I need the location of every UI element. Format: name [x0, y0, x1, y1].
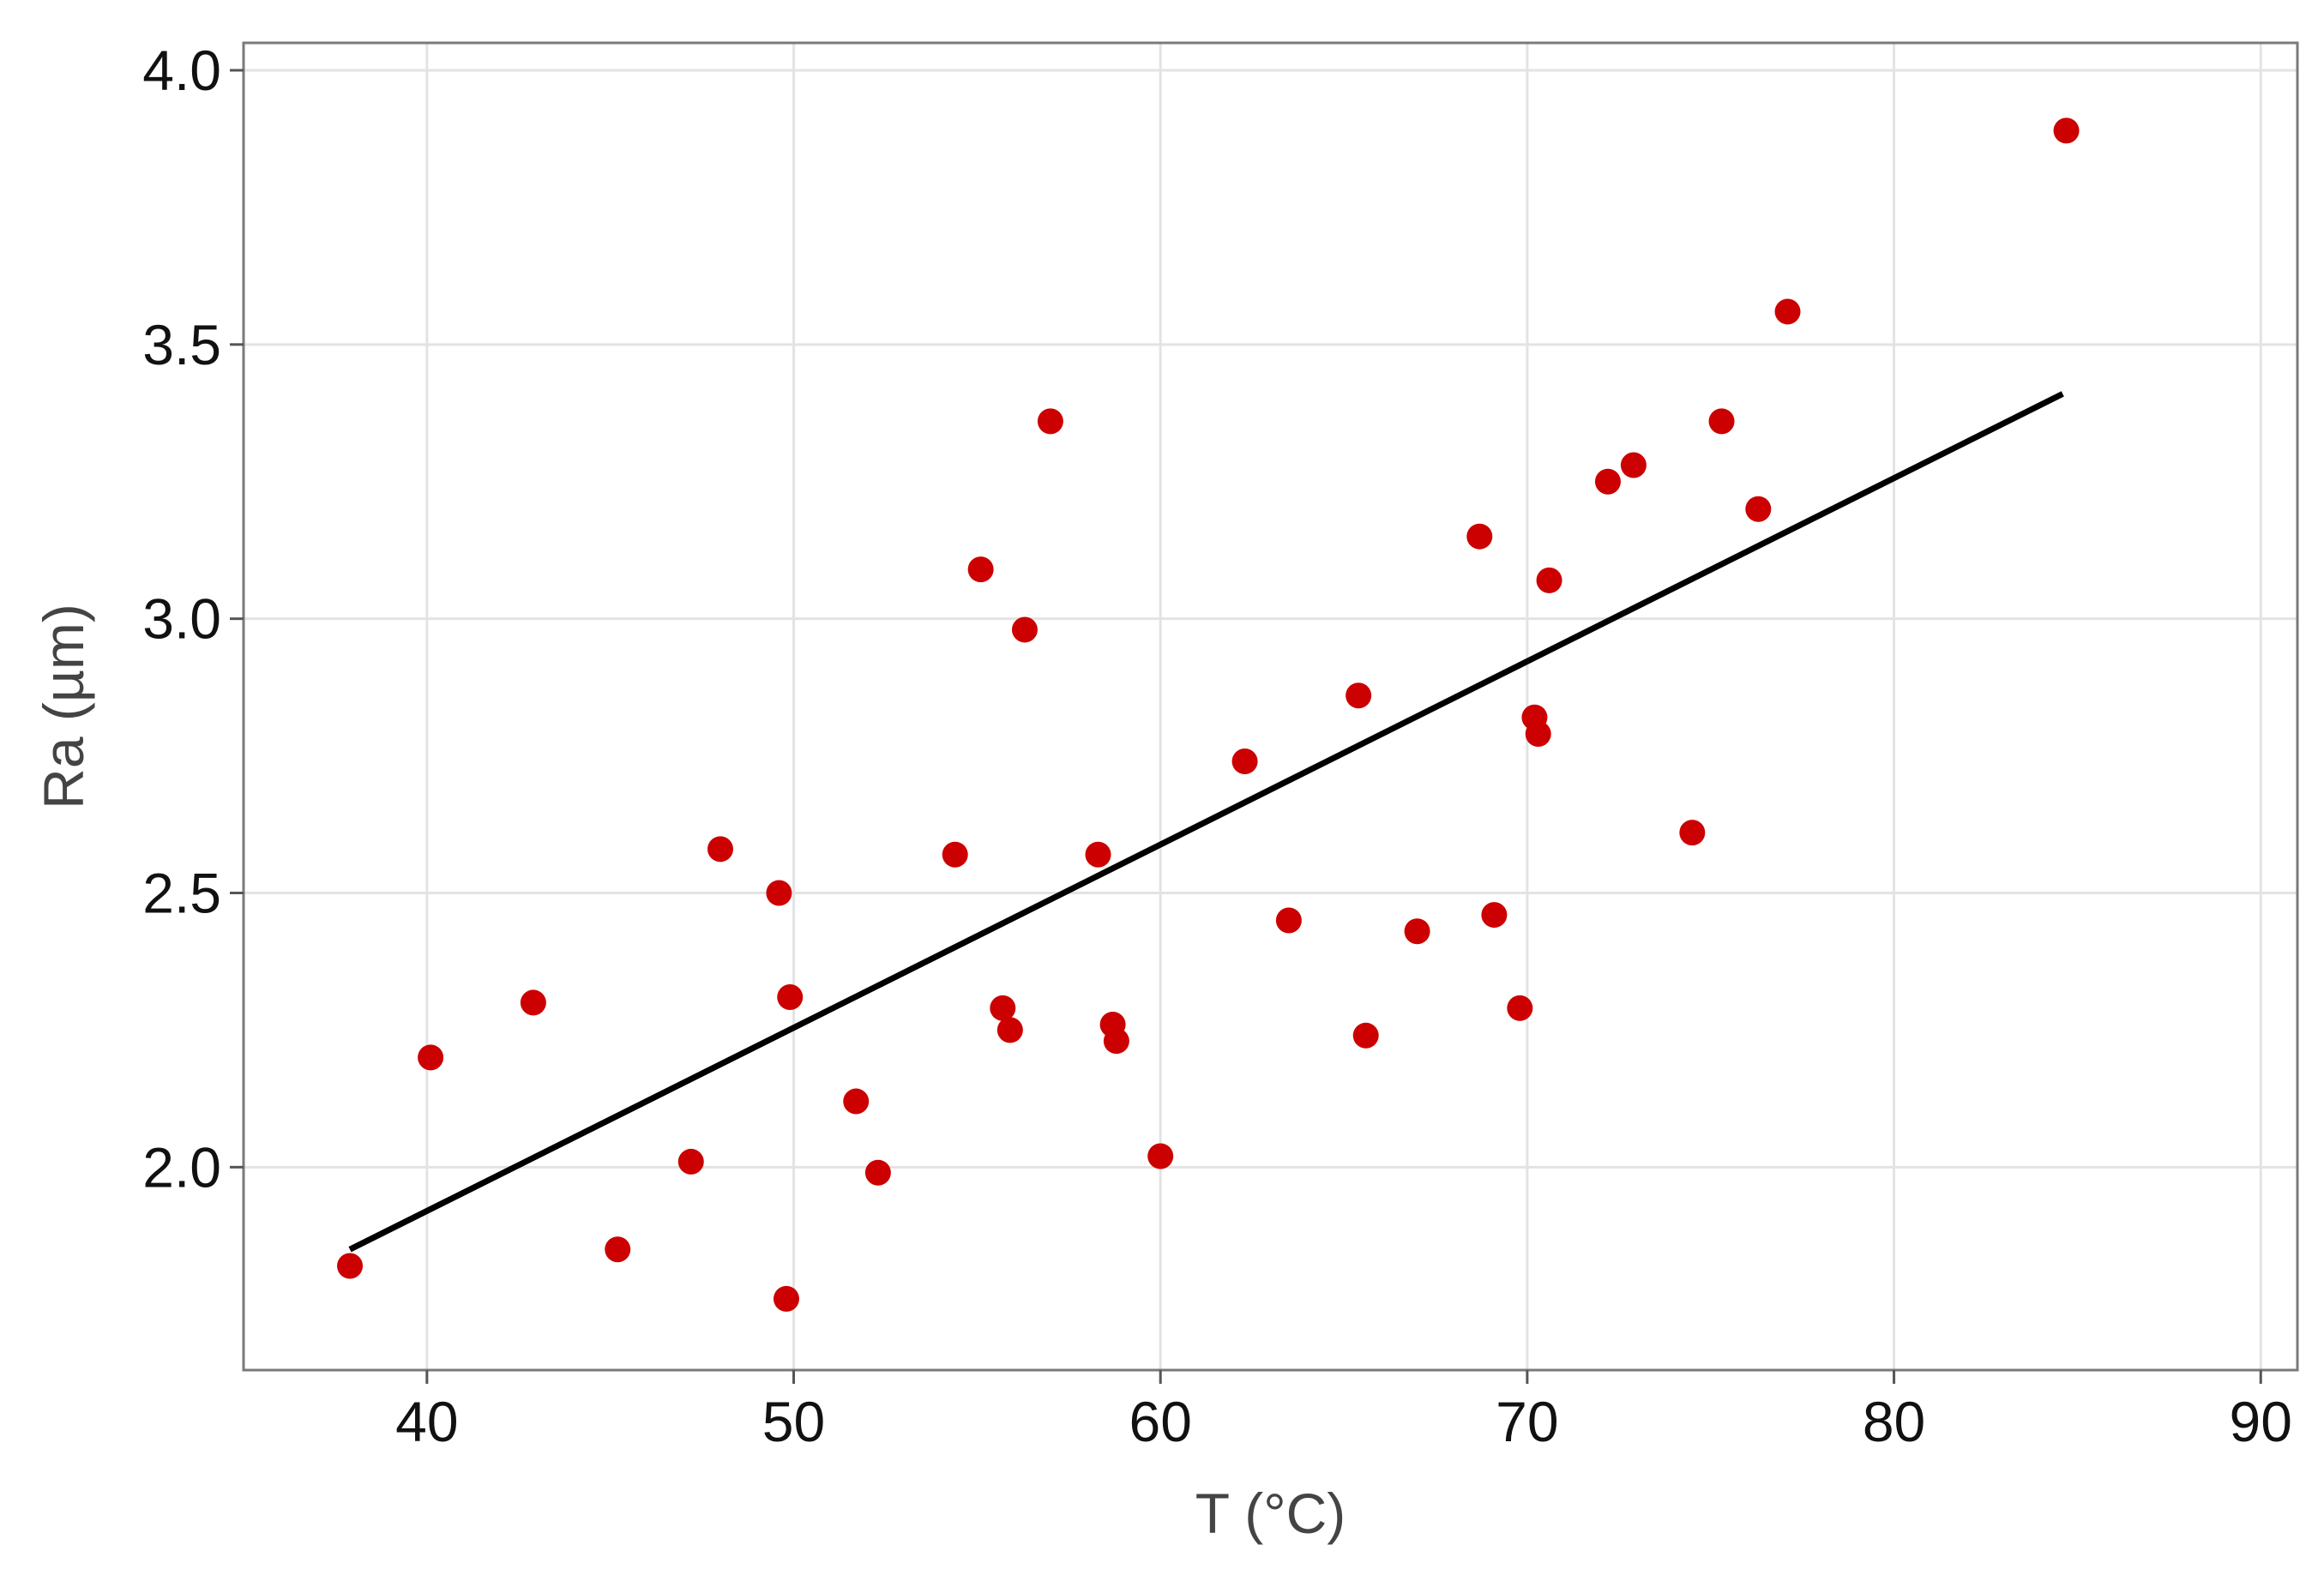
- data-point: [1525, 720, 1551, 747]
- data-point: [942, 841, 968, 868]
- x-tick-label: 50: [762, 1390, 825, 1453]
- data-point: [1352, 1022, 1379, 1049]
- y-axis-title: Ra (µm): [32, 604, 95, 809]
- data-point: [864, 1159, 891, 1186]
- x-tick-label: 60: [1129, 1390, 1191, 1453]
- data-point: [1536, 567, 1562, 593]
- data-point: [337, 1253, 364, 1279]
- grid-lines: [244, 43, 2297, 1370]
- data-point: [1231, 748, 1258, 774]
- data-point: [2053, 117, 2080, 144]
- data-point: [1275, 907, 1302, 934]
- data-points: [337, 117, 2080, 1312]
- tick-labels: 40 50 60 70 80 90 2.0 2.5 3.0 3.5 4.0: [142, 39, 2292, 1453]
- data-point: [1404, 918, 1430, 945]
- data-point: [1147, 1143, 1174, 1169]
- data-point: [843, 1088, 870, 1115]
- data-point: [707, 836, 733, 863]
- data-point: [773, 1285, 799, 1312]
- data-point: [1103, 1028, 1129, 1055]
- data-point: [996, 1017, 1023, 1043]
- x-tick-label: 40: [395, 1390, 458, 1453]
- data-point: [1346, 682, 1372, 709]
- y-tick-label: 4.0: [142, 39, 221, 102]
- data-point: [605, 1236, 631, 1263]
- data-point: [1679, 820, 1706, 846]
- data-point: [1774, 298, 1801, 325]
- x-tick-label: 80: [1863, 1390, 1925, 1453]
- y-tick-label: 2.5: [142, 861, 221, 924]
- y-tick-label: 3.0: [142, 587, 221, 651]
- x-axis-title: T (°C): [1195, 1482, 1346, 1545]
- data-point: [1620, 452, 1647, 478]
- data-point: [777, 984, 804, 1011]
- data-point: [1085, 841, 1111, 868]
- data-point: [1594, 468, 1621, 495]
- data-point: [1466, 523, 1493, 550]
- data-point: [1011, 616, 1038, 643]
- data-point: [1037, 408, 1063, 435]
- data-point: [967, 556, 994, 583]
- y-tick-label: 2.0: [142, 1135, 221, 1199]
- data-point: [418, 1044, 444, 1071]
- y-tick-label: 3.5: [142, 313, 221, 376]
- data-point: [677, 1148, 704, 1175]
- x-tick-label: 70: [1496, 1390, 1558, 1453]
- data-point: [1481, 902, 1508, 929]
- axis-ticks: [230, 69, 2262, 1384]
- x-tick-label: 90: [2230, 1390, 2292, 1453]
- data-point: [520, 989, 546, 1016]
- regression-line: [348, 391, 2064, 1253]
- data-point: [990, 995, 1016, 1021]
- data-point: [1708, 408, 1735, 435]
- data-point: [1507, 995, 1533, 1021]
- plot-panel-border: [242, 41, 2299, 1372]
- data-point: [766, 880, 792, 906]
- regression-line-layer: [348, 391, 2064, 1253]
- data-point: [1745, 496, 1772, 522]
